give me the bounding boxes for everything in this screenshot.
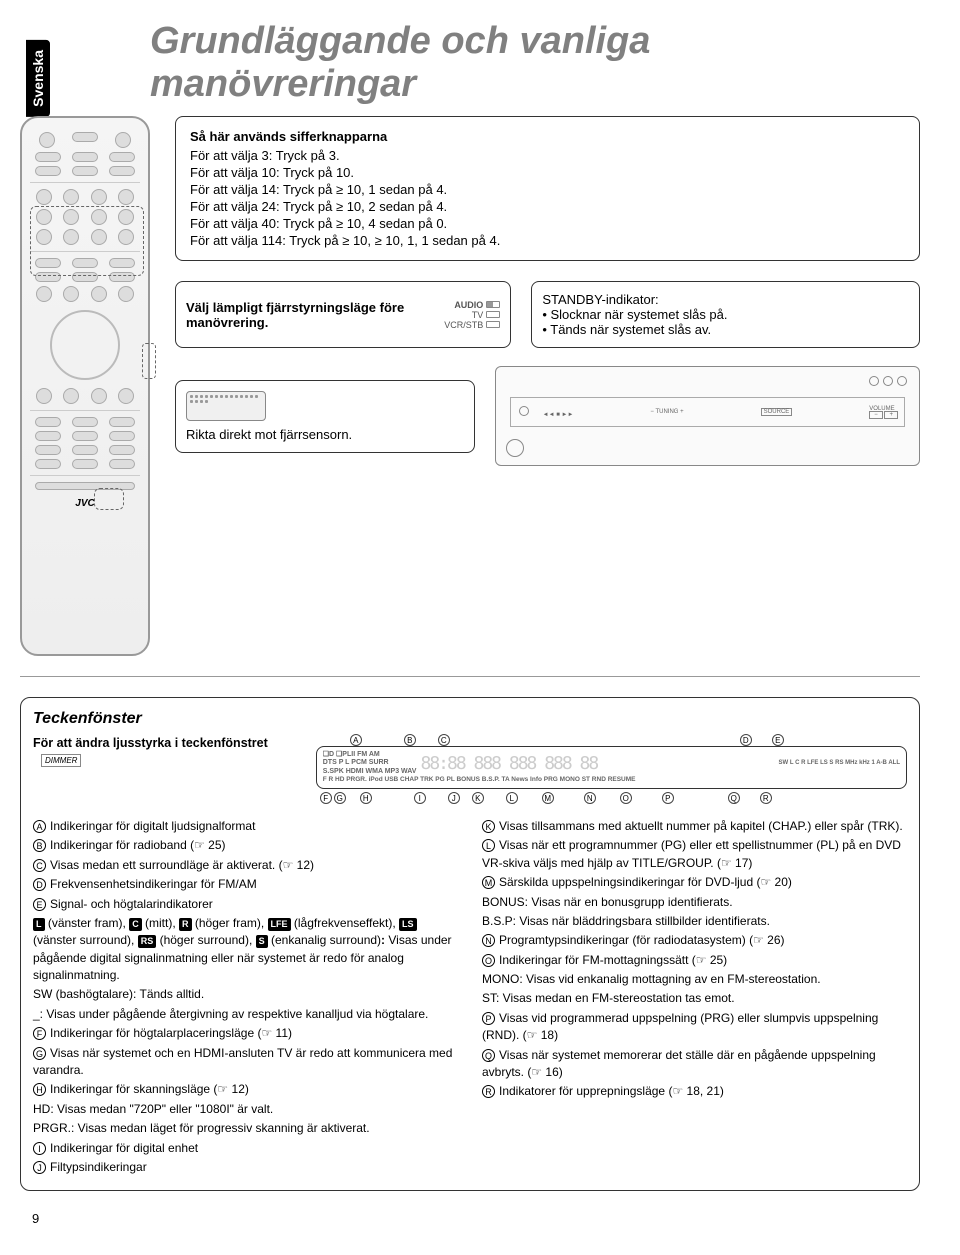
mode-text: Välj lämpligt fjärrstyrningsläge före ma…	[186, 300, 404, 330]
sw-line: SW (bashögtalare): Tänds alltid.	[33, 986, 458, 1003]
desc-right-column: KVisas tillsammans med aktuellt nummer p…	[482, 816, 907, 1178]
number-line: För att välja 14: Tryck på ≥ 10, 1 sedan…	[190, 182, 905, 197]
remote-mode-box: Välj lämpligt fjärrstyrningsläge före ma…	[175, 281, 511, 348]
language-tab: Svenska	[26, 40, 50, 117]
dimmer-text: För att ändra ljusstyrka i teckenfönstre…	[33, 736, 268, 750]
point-remote-box: Rikta direkt mot fjärrsensorn.	[175, 380, 475, 453]
standby-box: STANDBY-indikator: • Slocknar när system…	[531, 281, 920, 348]
under-line: _: Visas under pågående återgivning av r…	[33, 1006, 458, 1023]
bsp-line: B.S.P: Visas när bläddringsbara stillbil…	[482, 913, 907, 930]
dimmer-icon: DIMMER	[41, 754, 81, 767]
point-text: Rikta direkt mot fjärrsensorn.	[186, 427, 352, 442]
receiver-illustration: ◄◄ ■ ►► − TUNING + SOURCE VOLUME− +	[495, 366, 920, 466]
remote-illustration: JVC	[20, 116, 150, 656]
standby-title: STANDBY-indikator:	[542, 292, 727, 307]
lcd-bottom-labels: F G H I J K L M N O P Q R	[320, 792, 907, 804]
number-line: För att välja 40: Tryck på ≥ 10, 4 sedan…	[190, 216, 905, 231]
number-buttons-box: Så här används sifferknapparna För att v…	[175, 116, 920, 261]
desc-left-column: AIndikeringar för digitalt ljudsignalfor…	[33, 816, 458, 1178]
number-box-title: Så här används sifferknapparna	[190, 129, 905, 144]
bonus-line: BONUS: Visas när en bonusgrupp identifie…	[482, 894, 907, 911]
number-line: För att välja 10: Tryck på 10.	[190, 165, 905, 180]
display-title: Teckenfönster	[33, 710, 907, 728]
mono-line: MONO: Visas vid enkanalig mottagning av …	[482, 971, 907, 988]
number-line: För att välja 3: Tryck på 3.	[190, 148, 905, 163]
hd-line: HD: Visas medan "720P" eller "1080I" är …	[33, 1101, 458, 1118]
standby-bullet: • Slocknar när systemet slås på.	[542, 307, 727, 322]
display-window-box: Teckenfönster För att ändra ljusstyrka i…	[20, 697, 920, 1191]
standby-bullet: • Tänds när systemet slås av.	[542, 322, 727, 337]
lcd-display: ❏D ❏PLII FM AM DTS P L PCM SURR S.SPK HD…	[316, 746, 907, 789]
st-line: ST: Visas medan en FM-stereostation tas …	[482, 990, 907, 1007]
prgr-line: PRGR.: Visas medan läget för progressiv …	[33, 1120, 458, 1137]
page-number: 9	[32, 1211, 920, 1226]
page-title: Grundläggande och vanliga manövreringar	[150, 20, 920, 106]
number-line: För att välja 24: Tryck på ≥ 10, 2 sedan…	[190, 199, 905, 214]
mini-remote-icon	[186, 391, 266, 421]
mode-switch-diagram: AUDIO TV VCR/STB	[444, 300, 500, 330]
lcd-top-labels: A B C D E	[336, 734, 907, 746]
number-line: För att välja 114: Tryck på ≥ 10, ≥ 10, …	[190, 233, 905, 248]
